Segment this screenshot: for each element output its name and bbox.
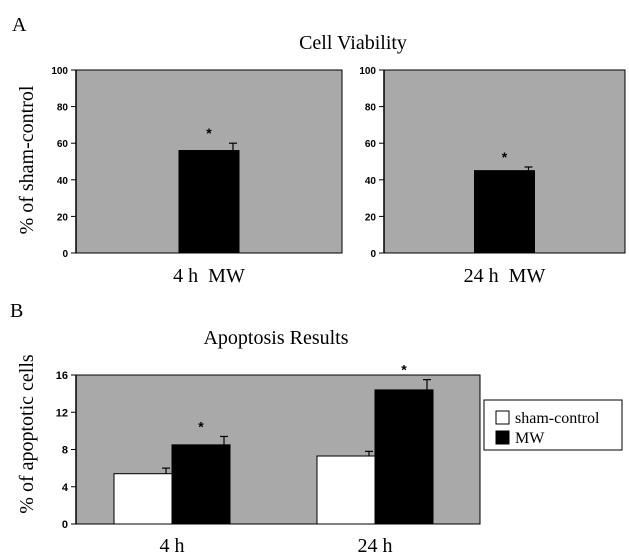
apoptosis-x-label: 4 h <box>160 535 185 555</box>
apoptosis-y-tick-label: 12 <box>56 407 68 419</box>
apoptosis-mw-bar <box>374 389 434 525</box>
apoptosis-y-tick-label: 0 <box>62 519 68 531</box>
viability-24h-bar <box>474 170 535 254</box>
panel-b-title: Apoptosis Results <box>203 327 348 349</box>
viability-24h-y-tick-label: 60 <box>365 139 377 150</box>
viability-24h-y-tick-label: 20 <box>365 212 377 223</box>
apoptosis-mw-significance-star: * <box>401 362 407 378</box>
apoptosis-sham-control-bar <box>113 473 173 525</box>
panel-b-y-axis-label: % of apoptotic cells <box>16 354 38 514</box>
legend-swatch-sham-control <box>495 410 510 425</box>
viability-4h-y-tick-label: 40 <box>57 176 69 187</box>
viability-4h-y-tick-label: 60 <box>57 139 69 150</box>
apoptosis-y-tick-label: 8 <box>62 445 68 457</box>
panel-a-y-axis-label: % of sham-control <box>16 85 38 234</box>
viability-4h-significance-star: * <box>206 125 212 141</box>
viability-24h-y-tick-label: 100 <box>359 66 376 77</box>
apoptosis-mw-bar <box>171 444 231 525</box>
legend-label-mw: MW <box>515 430 545 447</box>
apoptosis-mw-significance-star: * <box>198 418 204 434</box>
apoptosis-y-tick-label: 4 <box>62 482 69 494</box>
legend: sham-control MW <box>483 399 623 451</box>
viability-4h-y-tick-label: 0 <box>62 249 68 260</box>
viability-24h-y-tick-label: 40 <box>365 176 377 187</box>
apoptosis-sham-control-bar <box>316 455 376 525</box>
viability-24h-chart: 0 20 40 60 80 100 * 24 h MW <box>359 66 626 287</box>
panel-b-label: B <box>10 300 23 322</box>
apoptosis-chart: 0 4 8 12 16 * 4 h * 24 h <box>56 362 481 555</box>
apoptosis-x-label: 24 h <box>358 535 393 555</box>
viability-4h-y-tick-label: 20 <box>57 212 69 223</box>
viability-24h-significance-star: * <box>502 149 508 165</box>
panel-a-title: Cell Viability <box>299 32 407 54</box>
viability-4h-x-label: 4 h MW <box>173 265 245 287</box>
viability-4h-y-tick-label: 80 <box>57 103 69 114</box>
viability-4h-chart: 0 20 40 60 80 100 * 4 h MW <box>51 66 343 287</box>
viability-4h-y-tick-label: 100 <box>51 66 68 77</box>
legend-label-sham-control: sham-control <box>515 410 600 427</box>
legend-swatch-mw <box>495 430 510 445</box>
viability-24h-x-label: 24 h MW <box>464 265 546 287</box>
apoptosis-y-tick-label: 16 <box>56 370 68 382</box>
viability-4h-bar <box>178 150 240 254</box>
viability-24h-y-tick-label: 80 <box>365 103 377 114</box>
viability-24h-y-tick-label: 0 <box>370 249 376 260</box>
panel-a-label: A <box>12 14 27 36</box>
